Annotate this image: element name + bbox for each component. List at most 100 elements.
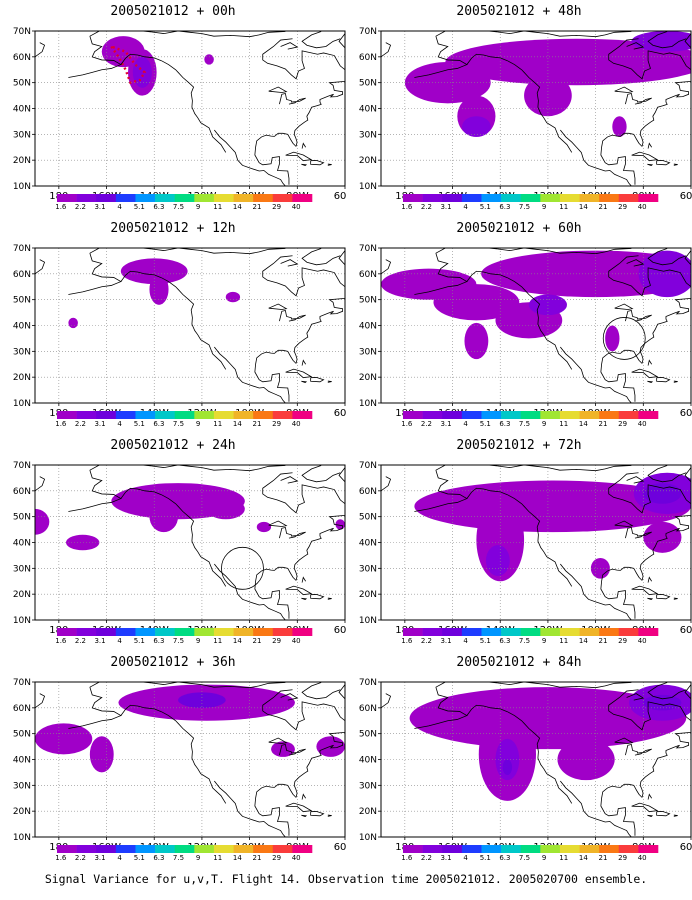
colorbar-swatch <box>638 845 659 853</box>
variance-shading <box>404 31 691 137</box>
colorbar-swatch <box>559 411 580 419</box>
variance-shading <box>101 36 214 96</box>
colorbar-label: 3.1 <box>94 637 105 645</box>
colorbar-label: 3.1 <box>440 854 451 862</box>
colorbar-swatch <box>403 628 423 636</box>
lon-tick-label: 60W <box>680 191 692 202</box>
colorbar-swatch <box>579 628 600 636</box>
colorbar-label: 9 <box>542 854 546 862</box>
colorbar-swatch <box>461 845 482 853</box>
lat-tick-label: 10N <box>13 399 31 409</box>
colorbar-swatch <box>422 411 443 419</box>
lat-tick-label: 60N <box>359 704 377 714</box>
lat-tick-label: 20N <box>359 373 377 383</box>
colorbar-label: 6.3 <box>153 854 164 862</box>
colorbar-label: 2.2 <box>75 637 86 645</box>
lat-tick-label: 70N <box>359 678 377 688</box>
lat-tick-label: 30N <box>359 347 377 357</box>
colorbar-swatch <box>540 845 561 853</box>
colorbar-label: 1.6 <box>55 420 67 428</box>
colorbar-swatch <box>115 628 136 636</box>
colorbar-label: 1.6 <box>401 637 413 645</box>
colorbar-label: 4 <box>463 420 468 428</box>
colorbar-label: 29 <box>272 203 281 211</box>
lat-tick-label: 10N <box>359 182 377 192</box>
colorbar-swatch <box>57 411 77 419</box>
colorbar-swatch <box>174 845 195 853</box>
colorbar-label: 29 <box>272 637 281 645</box>
colorbar-swatch <box>481 411 502 419</box>
variance-shading <box>414 472 691 582</box>
coastlines <box>381 248 691 403</box>
lat-tick-label: 70N <box>13 678 31 688</box>
flight-track <box>110 45 147 85</box>
colorbar-swatch <box>253 194 274 202</box>
colorbar-swatch <box>403 194 423 202</box>
variance-contour <box>225 291 241 303</box>
lat-tick-label: 20N <box>13 373 31 383</box>
variance-contour <box>35 508 50 535</box>
colorbar-swatch <box>213 411 234 419</box>
colorbar-swatch <box>96 845 117 853</box>
colorbar-label: 9 <box>196 637 200 645</box>
colorbar-label: 7.5 <box>519 854 530 862</box>
colorbar-label: 2.2 <box>421 420 432 428</box>
lat-tick-label: 70N <box>359 244 377 254</box>
colorbar-swatch <box>559 845 580 853</box>
colorbar-label: 3.1 <box>94 203 105 211</box>
colorbar-swatch <box>253 845 274 853</box>
variance-contour <box>68 317 78 329</box>
colorbar-label: 29 <box>618 203 627 211</box>
variance-contour <box>204 54 214 65</box>
colorbar-swatch <box>135 411 156 419</box>
colorbar-label: 2.2 <box>75 203 86 211</box>
variance-contour <box>524 74 572 117</box>
lat-tick-label: 30N <box>359 781 377 791</box>
colorbar-swatch <box>481 845 502 853</box>
colorbar-swatch <box>155 194 175 202</box>
colorbar-swatch <box>292 845 313 853</box>
map-canvas: 70N60N50N40N30N20N10N180160W140W120W100W… <box>13 678 346 862</box>
lat-tick-label: 70N <box>13 244 31 254</box>
colorbar-swatch <box>272 845 293 853</box>
map-panel-48h: 2005021012 + 48h70N60N50N40N30N20N10N180… <box>346 0 692 225</box>
grid-lines <box>35 248 345 403</box>
colorbar-swatch <box>233 194 254 202</box>
panel-title: 2005021012 + 12h <box>110 221 236 236</box>
variance-contour <box>605 325 620 352</box>
lat-tick-label: 20N <box>13 807 31 817</box>
lat-tick-label: 30N <box>13 347 31 357</box>
colorbar-label: 29 <box>618 637 627 645</box>
colorbar-label: 40 <box>292 637 301 645</box>
colorbar-swatch <box>115 411 136 419</box>
variance-contour <box>120 258 188 285</box>
grid-lines <box>381 248 691 403</box>
lon-tick-label: 60W <box>680 842 692 853</box>
colorbar-label: 7.5 <box>519 420 530 428</box>
colorbar-label: 7.5 <box>519 637 530 645</box>
colorbar-label: 6.3 <box>499 420 510 428</box>
panel-title: 2005021012 + 36h <box>110 655 236 670</box>
map-panel-84h: 2005021012 + 84h70N60N50N40N30N20N10N180… <box>346 651 692 876</box>
lat-tick-label: 50N <box>359 730 377 740</box>
colorbar-swatch <box>213 628 234 636</box>
colorbar-label: 40 <box>638 420 647 428</box>
variance-contour <box>643 521 682 553</box>
colorbar-swatch <box>579 411 600 419</box>
colorbar-swatch <box>76 194 97 202</box>
map-canvas: 70N60N50N40N30N20N10N180160W140W120W100W… <box>13 461 346 645</box>
colorbar-label: 9 <box>542 420 546 428</box>
colorbar-swatch <box>442 628 463 636</box>
colorbar-label: 21 <box>253 637 262 645</box>
colorbar-label: 1.6 <box>401 203 413 211</box>
variance-contour <box>612 116 627 137</box>
colorbar-swatch <box>618 628 639 636</box>
map-panel-0h: 2005021012 + 00h70N60N50N40N30N20N10N180… <box>0 0 346 225</box>
lat-tick-label: 50N <box>13 296 31 306</box>
coastlines <box>381 31 691 186</box>
colorbar-swatch <box>422 845 443 853</box>
panel-title: 2005021012 + 00h <box>110 4 236 19</box>
colorbar-swatch <box>461 411 482 419</box>
colorbar-swatch <box>213 194 234 202</box>
variance-contour <box>481 250 691 298</box>
